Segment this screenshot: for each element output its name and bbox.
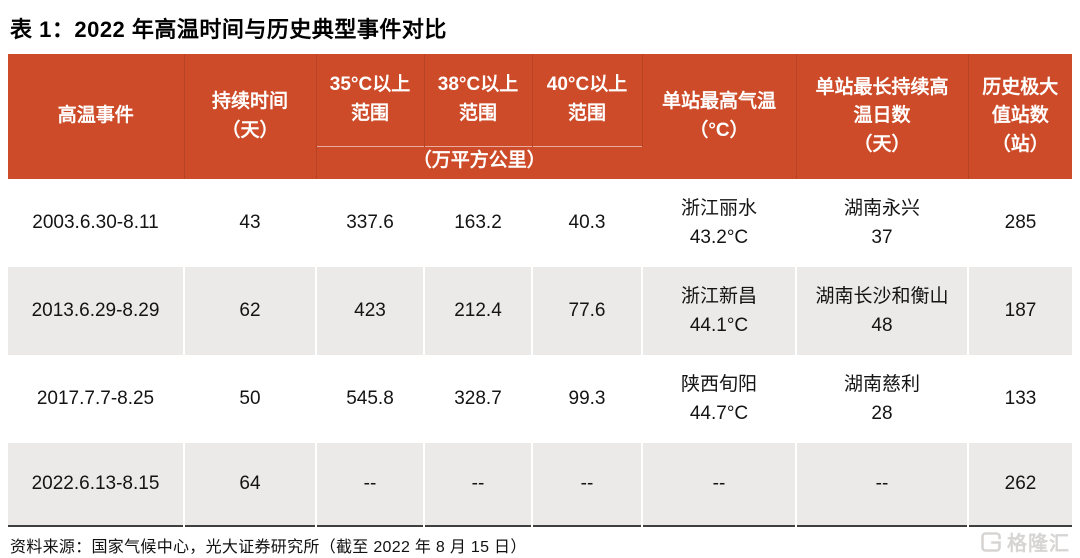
col-header-range-38c: 38°C以上 范围: [424, 54, 533, 146]
col-header-max-consecutive-days: 单站最长持续高 温日数 （天）: [796, 54, 969, 179]
cell-max-temp: 浙江丽水 43.2°C: [642, 179, 797, 267]
col-header-max-temp: 单站最高气温 （°C）: [642, 54, 797, 179]
cell-max-temp: --: [642, 443, 797, 526]
cell-range-40c: --: [532, 443, 643, 526]
cell-event: 2013.6.29-8.29: [8, 267, 185, 355]
cell-record-stations: 262: [968, 443, 1072, 526]
table-row-2017: 2017.7.7-8.25 50 545.8 328.7 99.3 陕西旬阳 4…: [8, 355, 1072, 443]
cell-event: 2017.7.7-8.25: [8, 355, 185, 443]
gelonghui-watermark: 格隆汇: [979, 527, 1070, 556]
cell-range-38c: 212.4: [424, 267, 533, 355]
cell-duration: 43: [184, 179, 317, 267]
col-header-range-35c: 35°C以上 范围: [316, 54, 425, 146]
cell-range-35c: 337.6: [316, 179, 425, 267]
cell-event: 2003.6.30-8.11: [8, 179, 185, 267]
header-row: 高温事件 持续时间 （天） 35°C以上 范围 38°C以上 范围 40°C以上…: [8, 54, 1072, 179]
col-header-duration: 持续时间 （天）: [184, 54, 317, 179]
cell-max-consecutive-days: 湖南永兴 37: [796, 179, 969, 267]
source-note: 资料来源：国家气候中心，光大证券研究所（截至 2022 年 8 月 15 日）: [10, 539, 527, 556]
cell-event: 2022.6.13-8.15: [8, 443, 185, 526]
col-header-range-40c: 40°C以上 范围: [532, 54, 643, 146]
cell-max-consecutive-days: 湖南长沙和衡山 48: [796, 267, 969, 355]
cell-range-38c: --: [424, 443, 533, 526]
cell-duration: 62: [184, 267, 317, 355]
cell-max-consecutive-days: 湖南慈利 28: [796, 355, 969, 443]
watermark-text: 格隆汇: [1007, 533, 1070, 555]
cell-range-38c: 328.7: [424, 355, 533, 443]
table-row-2022: 2022.6.13-8.15 64 -- -- -- -- -- 262: [8, 443, 1072, 526]
cell-range-38c: 163.2: [424, 179, 533, 267]
gelonghui-logo-icon: [979, 530, 1003, 554]
table-row-2003: 2003.6.30-8.11 43 337.6 163.2 40.3 浙江丽水 …: [8, 179, 1072, 267]
cell-record-stations: 187: [968, 267, 1072, 355]
cell-range-35c: 423: [316, 267, 425, 355]
cell-range-35c: 545.8: [316, 355, 425, 443]
cell-range-40c: 40.3: [532, 179, 643, 267]
cell-record-stations: 133: [968, 355, 1072, 443]
cell-range-40c: 99.3: [532, 355, 643, 443]
subheader-row: （万平方公里）: [8, 145, 1072, 179]
cell-duration: 50: [184, 355, 317, 443]
cell-range-40c: 77.6: [532, 267, 643, 355]
table-row-2013: 2013.6.29-8.29 62 423 212.4 77.6 浙江新昌 44…: [8, 267, 1072, 355]
cell-record-stations: 285: [968, 179, 1072, 267]
subheader-unit: （万平方公里）: [316, 145, 642, 179]
page-title: 表 1：2022 年高温时间与历史典型事件对比: [10, 17, 447, 42]
col-header-event: 高温事件: [8, 54, 185, 179]
cell-max-temp: 浙江新昌 44.1°C: [642, 267, 797, 355]
cell-max-consecutive-days: --: [796, 443, 969, 526]
cell-range-35c: --: [316, 443, 425, 526]
heatwave-comparison-table: 高温事件 持续时间 （天） 35°C以上 范围 38°C以上 范围 40°C以上…: [8, 54, 1072, 527]
col-header-record-stations: 历史极大 值站数 （站）: [968, 54, 1072, 179]
cell-max-temp: 陕西旬阳 44.7°C: [642, 355, 797, 443]
cell-duration: 64: [184, 443, 317, 526]
